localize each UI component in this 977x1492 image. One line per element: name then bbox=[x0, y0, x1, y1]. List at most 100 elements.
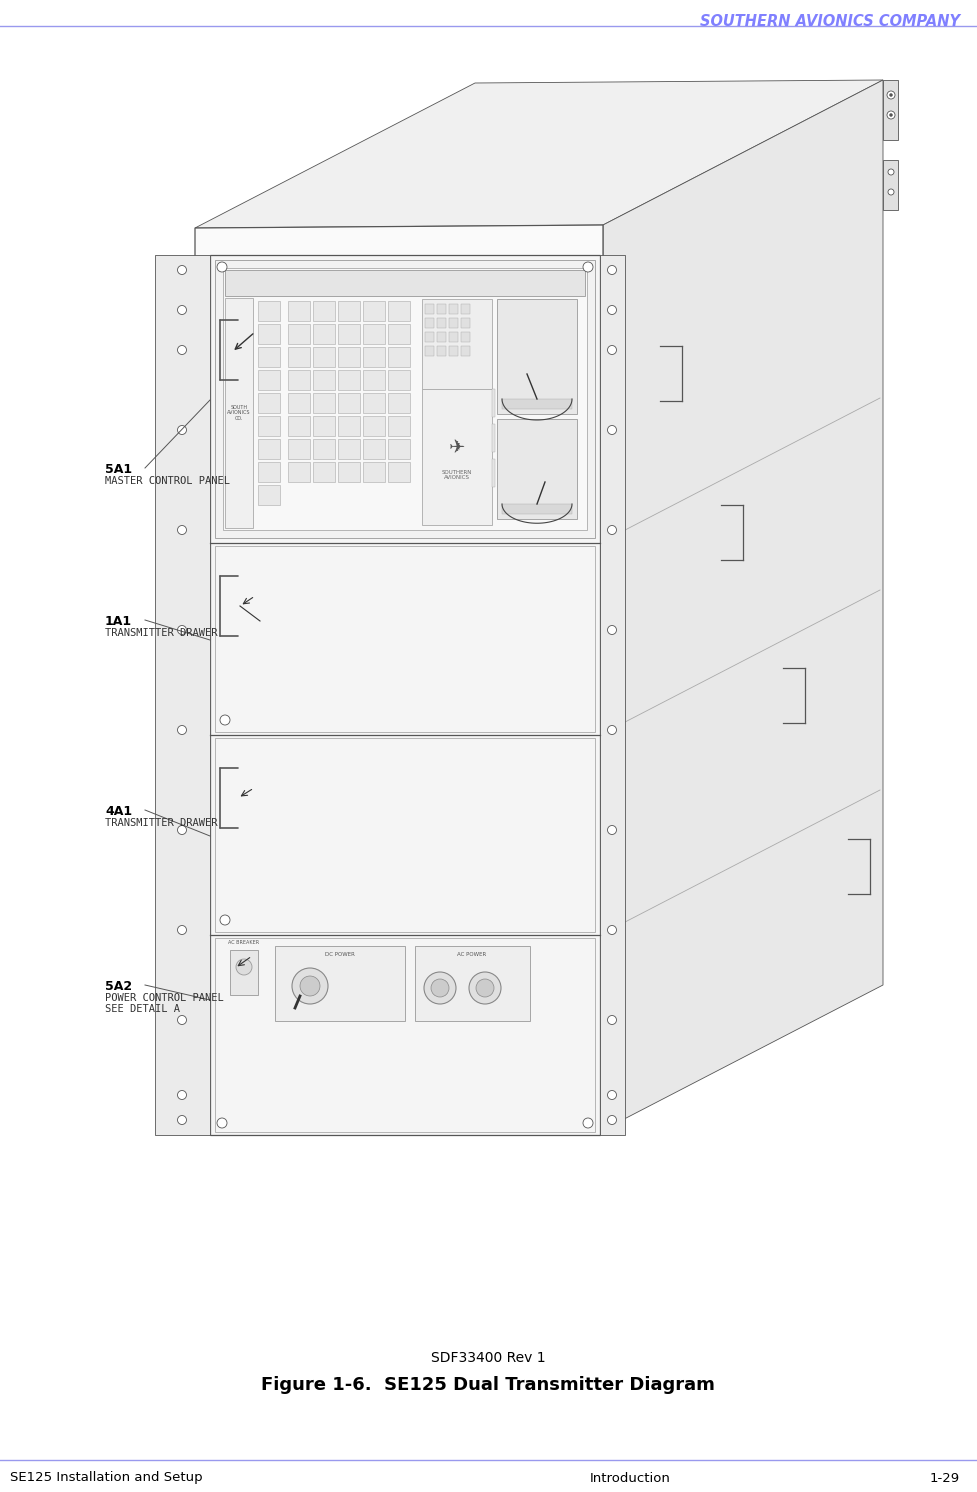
Polygon shape bbox=[155, 255, 210, 1135]
Bar bbox=[338, 392, 360, 413]
Polygon shape bbox=[415, 946, 530, 1021]
Bar bbox=[449, 346, 458, 357]
Circle shape bbox=[608, 1016, 616, 1025]
Bar bbox=[313, 392, 335, 413]
Bar bbox=[258, 301, 280, 321]
Bar bbox=[288, 348, 310, 367]
Bar bbox=[388, 370, 410, 389]
Polygon shape bbox=[422, 298, 492, 389]
Bar bbox=[313, 439, 335, 460]
Bar bbox=[425, 346, 434, 357]
Circle shape bbox=[178, 525, 187, 534]
Circle shape bbox=[608, 425, 616, 434]
Circle shape bbox=[888, 169, 894, 175]
Text: SOUTH
AVIONICS
CO.: SOUTH AVIONICS CO. bbox=[228, 404, 251, 421]
Bar bbox=[288, 392, 310, 413]
Bar bbox=[288, 416, 310, 436]
Polygon shape bbox=[225, 270, 585, 295]
Polygon shape bbox=[210, 255, 600, 1135]
Polygon shape bbox=[502, 504, 572, 515]
Circle shape bbox=[608, 1091, 616, 1100]
Circle shape bbox=[178, 1016, 187, 1025]
Bar bbox=[388, 348, 410, 367]
Circle shape bbox=[178, 925, 187, 934]
Bar bbox=[425, 318, 434, 328]
Bar bbox=[425, 304, 434, 313]
Circle shape bbox=[608, 625, 616, 634]
Circle shape bbox=[178, 625, 187, 634]
Bar bbox=[437, 333, 446, 342]
Bar bbox=[461, 346, 470, 357]
Bar bbox=[338, 301, 360, 321]
Polygon shape bbox=[275, 946, 405, 1021]
Bar bbox=[437, 318, 446, 328]
Bar bbox=[449, 333, 458, 342]
Circle shape bbox=[608, 1116, 616, 1125]
Bar bbox=[363, 324, 385, 345]
Bar bbox=[313, 348, 335, 367]
Polygon shape bbox=[492, 460, 495, 486]
Circle shape bbox=[608, 725, 616, 734]
Polygon shape bbox=[600, 255, 625, 1135]
Bar bbox=[288, 463, 310, 482]
Bar bbox=[258, 485, 280, 504]
Text: MASTER CONTROL PANEL: MASTER CONTROL PANEL bbox=[105, 476, 230, 486]
Bar bbox=[258, 370, 280, 389]
Text: SOUTHERN AVIONICS COMPANY: SOUTHERN AVIONICS COMPANY bbox=[700, 13, 960, 28]
Text: Figure 1-6.  SE125 Dual Transmitter Diagram: Figure 1-6. SE125 Dual Transmitter Diagr… bbox=[261, 1376, 715, 1394]
Bar bbox=[258, 439, 280, 460]
Bar bbox=[363, 392, 385, 413]
Bar bbox=[461, 304, 470, 313]
Bar bbox=[338, 416, 360, 436]
Bar bbox=[449, 318, 458, 328]
Bar bbox=[388, 301, 410, 321]
Circle shape bbox=[889, 94, 893, 97]
Bar bbox=[338, 324, 360, 345]
Circle shape bbox=[476, 979, 494, 997]
Circle shape bbox=[887, 91, 895, 98]
Polygon shape bbox=[492, 424, 495, 452]
Polygon shape bbox=[230, 950, 258, 995]
Bar bbox=[258, 392, 280, 413]
Bar bbox=[338, 439, 360, 460]
Text: AC POWER: AC POWER bbox=[457, 952, 487, 956]
Bar bbox=[449, 304, 458, 313]
Bar bbox=[338, 348, 360, 367]
Text: DC POWER: DC POWER bbox=[325, 952, 355, 956]
Text: SOUTHERN
AVIONICS: SOUTHERN AVIONICS bbox=[442, 470, 472, 480]
Circle shape bbox=[469, 971, 501, 1004]
Bar bbox=[258, 416, 280, 436]
Polygon shape bbox=[497, 419, 577, 519]
Bar bbox=[363, 301, 385, 321]
Polygon shape bbox=[497, 298, 577, 413]
Circle shape bbox=[178, 266, 187, 275]
Bar bbox=[338, 463, 360, 482]
Circle shape bbox=[178, 1091, 187, 1100]
Bar bbox=[388, 439, 410, 460]
Bar bbox=[461, 318, 470, 328]
Text: SDF33400 Rev 1: SDF33400 Rev 1 bbox=[431, 1350, 545, 1365]
Bar bbox=[461, 333, 470, 342]
Bar bbox=[388, 392, 410, 413]
Bar bbox=[258, 463, 280, 482]
Bar bbox=[363, 348, 385, 367]
Circle shape bbox=[431, 979, 449, 997]
Polygon shape bbox=[215, 260, 595, 539]
Bar bbox=[288, 439, 310, 460]
Circle shape bbox=[608, 525, 616, 534]
Text: ✈: ✈ bbox=[448, 437, 465, 457]
Circle shape bbox=[217, 263, 227, 272]
Polygon shape bbox=[883, 160, 898, 210]
Bar bbox=[363, 416, 385, 436]
Circle shape bbox=[236, 959, 252, 974]
Polygon shape bbox=[195, 81, 883, 228]
Text: TRANSMITTER DRAWER: TRANSMITTER DRAWER bbox=[105, 818, 218, 828]
Circle shape bbox=[608, 346, 616, 355]
Bar bbox=[363, 439, 385, 460]
Bar bbox=[338, 370, 360, 389]
Bar bbox=[288, 301, 310, 321]
Circle shape bbox=[583, 263, 593, 272]
Circle shape bbox=[608, 925, 616, 934]
Polygon shape bbox=[502, 398, 572, 409]
Text: SE125 Installation and Setup: SE125 Installation and Setup bbox=[10, 1471, 202, 1485]
